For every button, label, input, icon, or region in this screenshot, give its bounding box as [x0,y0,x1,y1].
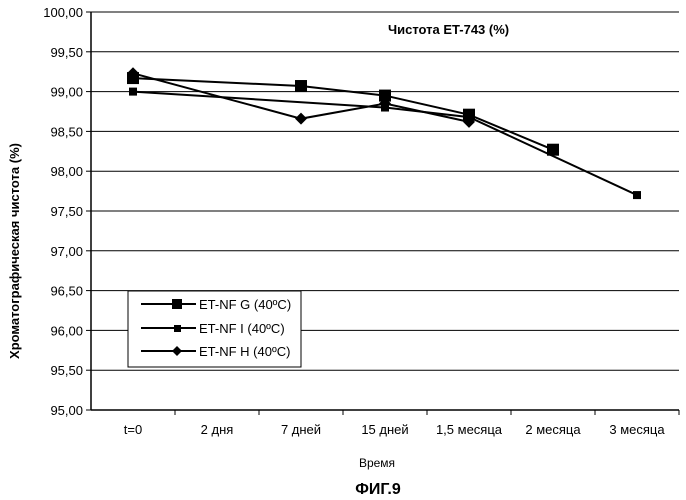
y-tick-label: 96,00 [50,323,83,338]
x-tick-label: 3 месяца [609,422,665,437]
y-tick-label: 100,00 [43,5,83,20]
y-tick-label: 98,50 [50,124,83,139]
y-tick-label: 98,00 [50,164,83,179]
data-point-series-1 [547,144,559,156]
x-tick-label: 7 дней [281,422,321,437]
data-point-series-2 [129,88,137,96]
y-tick-label: 96,50 [50,284,83,299]
x-tick-label: 1,5 месяца [436,422,503,437]
figure-caption: ФИГ.9 [355,481,401,498]
x-tick-label: t=0 [124,422,142,437]
x-axis-title: Время [359,456,395,470]
data-point-series-3 [295,113,307,125]
x-tick-label: 2 месяца [525,422,581,437]
y-tick-label: 95,50 [50,363,83,378]
y-axis-title: Хроматографическая чистота (%) [7,143,22,359]
y-tick-label: 97,50 [50,204,83,219]
x-tick-label: 2 дня [201,422,234,437]
legend-label-series-3: ET-NF H (40ºC) [199,344,290,359]
legend-marker-series-1 [172,299,182,309]
y-tick-label: 97,00 [50,244,83,259]
legend-label-series-1: ET-NF G (40ºC) [199,297,291,312]
series-markers [127,67,641,199]
y-tick-label: 99,00 [50,85,83,100]
y-tick-label: 99,50 [50,45,83,60]
y-tick-label: 95,00 [50,403,83,418]
x-tick-label: 15 дней [361,422,408,437]
series-line-1 [133,78,553,150]
y-tick-labels: 95,00 95,50 96,00 96,50 97,00 97,50 98,00 98,50… [43,5,91,418]
legend: ET-NF G (40ºC) ET-NF I (40ºC) ET-NF H (4… [128,291,301,367]
legend-label-series-2: ET-NF I (40ºC) [199,321,285,336]
chart-title: Чистота ET-743 (%) [388,22,509,37]
legend-marker-series-2 [174,325,181,332]
x-tick-labels: t=0 2 дня 7 дней 15 дней 1,5 месяца 2 месяца 3… [124,410,679,437]
data-point-series-2 [633,191,641,199]
data-point-series-1 [295,80,307,92]
